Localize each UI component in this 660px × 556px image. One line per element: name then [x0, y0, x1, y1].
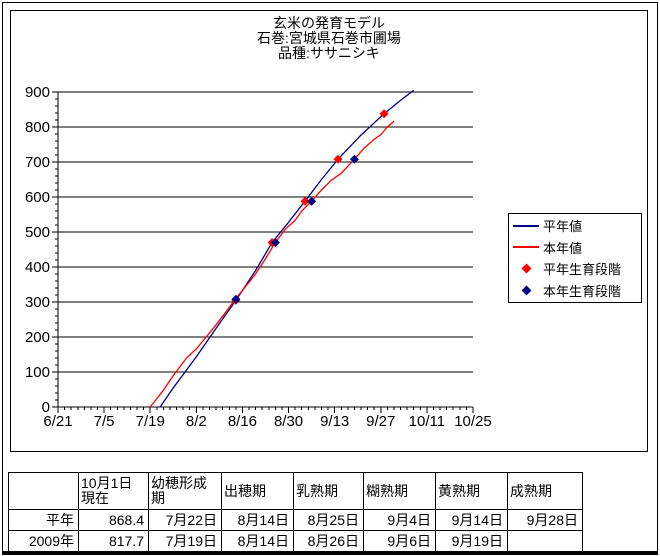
- table-cell: 9月6日: [363, 530, 436, 552]
- diamond-marker: [231, 294, 241, 304]
- x-tick-label: 7/19: [136, 413, 165, 430]
- series-current-stage-markers: [231, 154, 359, 304]
- y-tick-label: 300: [25, 294, 50, 311]
- y-tick-label: 200: [25, 329, 50, 346]
- diamond-marker-icon: [521, 285, 531, 296]
- legend-label: 平年生育段階: [543, 262, 622, 278]
- x-tick-label: 8/16: [228, 413, 257, 430]
- x-tick-label: 8/2: [186, 413, 207, 430]
- y-tick-labels: 0 100 200 300 400 500 600 700 800 900: [25, 84, 50, 416]
- y-gridlines: [58, 91, 473, 373]
- legend-item-normal-line: 平年値: [509, 216, 641, 236]
- x-tick-label: 8/30: [274, 413, 303, 430]
- current-line-swatch: [513, 246, 539, 249]
- table-header-cell: [8, 472, 79, 510]
- axes: [57, 92, 473, 408]
- y-tick-label: 900: [25, 84, 50, 101]
- diamond-marker: [349, 154, 359, 164]
- table-header-cell: 幼穂形成期: [148, 472, 222, 510]
- table-cell: 9月14日: [435, 509, 508, 531]
- diamond-marker: [270, 238, 280, 247]
- y-tick-label: 800: [25, 119, 50, 136]
- table-row-label: 平年: [8, 509, 79, 531]
- chart-panel: 6/21 7/5 7/19 8/2 8/16 8/30 9/13 9/27 10/11 10/25…: [10, 10, 648, 452]
- legend-label: 平年値: [543, 219, 583, 235]
- x-tick-label: 9/13: [320, 413, 349, 430]
- y-tick-label: 600: [25, 189, 50, 206]
- table-row: 2009年 817.7 7月19日 8月14日 8月26日 9月6日 9月19日: [8, 530, 583, 552]
- table-cell: 8月14日: [221, 530, 294, 552]
- table-cell: 9月4日: [363, 509, 436, 531]
- axis-ticks: [52, 91, 474, 413]
- legend-item-current-stage: 本年生育段階: [509, 280, 641, 300]
- table-header-cell: 出穂期: [221, 472, 294, 510]
- table-row: 平年 868.4 7月22日 8月14日 8月25日 9月4日 9月14日 9月28日: [8, 509, 583, 531]
- growth-chart-canvas: 6/21 7/5 7/19 8/2 8/16 8/30 9/13 9/27 10/11 10/25…: [25, 84, 492, 430]
- x-tick-labels: 6/21 7/5 7/19 8/2 8/16 8/30 9/13 9/27 10/11 10/25: [43, 413, 491, 430]
- diamond-marker: [307, 196, 317, 206]
- table-cell: 9月19日: [435, 530, 508, 552]
- growth-stage-table: 10月1日 現在 幼穂形成期出穂期 乳熟期 糊熟期 黄熟期 成熟期 平年 868.4 7月22日 8…: [8, 472, 583, 552]
- table-cell: 7月22日: [148, 509, 222, 531]
- series-normal-year-line: [159, 89, 415, 408]
- normal-line-swatch: [513, 224, 539, 227]
- x-tick-label: 6/21: [43, 413, 72, 430]
- table-cell: [507, 530, 583, 552]
- legend-swatch-area: [509, 285, 543, 296]
- table-cell: 7月19日: [148, 530, 222, 552]
- y-tick-label: 700: [25, 154, 50, 171]
- chart-title-line-3: 品種:ササニシキ: [278, 45, 380, 61]
- chart-title-line-2: 石巻:宮城県石巻市圃場: [257, 30, 401, 46]
- x-tick-label: 10/25: [454, 413, 492, 430]
- legend-item-current-line: 本年値: [509, 237, 641, 257]
- table-header-row: 10月1日 現在 幼穂形成期出穂期 乳熟期 糊熟期 黄熟期 成熟期: [8, 472, 583, 510]
- table-cell: 8月14日: [221, 509, 294, 531]
- table-row-label: 2009年: [8, 530, 79, 552]
- x-tick-label: 9/27: [366, 413, 395, 430]
- x-tick-label: 10/11: [409, 413, 445, 430]
- table-cell: 868.4: [78, 509, 149, 531]
- legend-swatch-area: [509, 246, 543, 249]
- chart-title-line-1: 玄米の発育モデル: [273, 15, 385, 31]
- y-tick-label: 400: [25, 259, 50, 276]
- diamond-marker: [379, 109, 389, 119]
- diamond-marker-icon: [521, 263, 531, 274]
- table-header-cell: 10月1日 現在: [78, 472, 149, 510]
- series-current-year-line: [149, 120, 395, 408]
- legend-swatch-area: [509, 263, 543, 274]
- legend-label: 本年生育段階: [543, 283, 622, 299]
- diamond-marker: [300, 196, 310, 206]
- table-header-cell: 糊熟期: [363, 472, 436, 510]
- table-cell: 817.7: [78, 530, 149, 552]
- table-header-cell: 黄熟期: [435, 472, 508, 510]
- table-cell: 9月28日: [507, 509, 583, 531]
- legend-item-normal-stage: 平年生育段階: [509, 259, 641, 279]
- table-cell: 8月25日: [293, 509, 364, 531]
- table-cell: 8月26日: [293, 530, 364, 552]
- chart-title: 玄米の発育モデル 石巻:宮城県石巻市圃場 品種:ササニシキ: [11, 16, 647, 61]
- diamond-marker: [333, 154, 343, 164]
- x-tick-label: 7/5: [94, 413, 115, 430]
- y-tick-label: 100: [25, 364, 50, 381]
- chart-legend: 平年値 本年値 平年生育段階 本年生育段階: [508, 213, 642, 303]
- y-tick-label: 500: [25, 224, 50, 241]
- legend-label: 本年値: [543, 240, 583, 256]
- table-header-cell: 成熟期: [507, 472, 583, 510]
- y-tick-label: 0: [42, 399, 50, 416]
- legend-swatch-area: [509, 224, 543, 227]
- table-header-cell: 乳熟期: [293, 472, 364, 510]
